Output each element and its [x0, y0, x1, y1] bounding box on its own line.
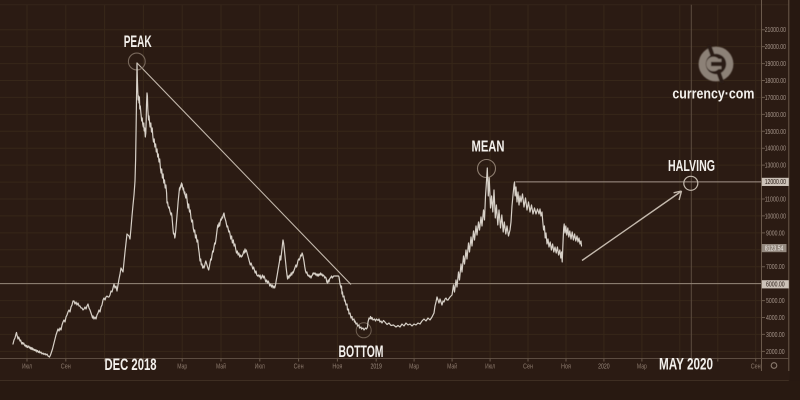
- svg-text:20000.00: 20000.00: [765, 42, 786, 51]
- svg-text:Май: Май: [447, 362, 457, 371]
- svg-text:7000.00: 7000.00: [766, 262, 785, 271]
- svg-text:PEAK: PEAK: [124, 32, 152, 51]
- svg-text:9000.00: 9000.00: [766, 228, 785, 237]
- svg-text:11000.00: 11000.00: [765, 195, 786, 204]
- svg-text:Ноя: Ноя: [332, 362, 342, 371]
- svg-text:Ноя: Ноя: [561, 362, 571, 371]
- svg-text:MEAN: MEAN: [472, 139, 505, 156]
- svg-text:5000.00: 5000.00: [766, 296, 785, 305]
- svg-text:13000.00: 13000.00: [765, 161, 786, 170]
- svg-text:BOTTOM: BOTTOM: [339, 342, 384, 361]
- svg-text:Июл: Июл: [255, 362, 265, 371]
- svg-text:2000.00: 2000.00: [766, 347, 785, 356]
- svg-text:HALVING: HALVING: [668, 158, 715, 175]
- svg-text:10000.00: 10000.00: [765, 211, 786, 220]
- svg-text:Мар: Мар: [177, 362, 187, 371]
- svg-text:8123.54: 8123.54: [765, 243, 784, 252]
- svg-text:21000.00: 21000.00: [765, 25, 786, 34]
- svg-text:17000.00: 17000.00: [765, 93, 786, 102]
- svg-text:4000.00: 4000.00: [766, 313, 785, 322]
- svg-text:2019: 2019: [370, 362, 382, 371]
- svg-text:2020: 2020: [598, 362, 610, 371]
- svg-text:Мар: Мар: [637, 362, 647, 371]
- svg-text:15000.00: 15000.00: [765, 127, 786, 136]
- svg-text:6000.00: 6000.00: [766, 280, 785, 289]
- svg-text:18000.00: 18000.00: [765, 76, 786, 85]
- svg-text:Сен: Сен: [61, 362, 71, 371]
- svg-text:MAY 2020: MAY 2020: [659, 355, 713, 374]
- svg-text:Сен: Сен: [523, 362, 533, 371]
- svg-text:12000.00: 12000.00: [765, 177, 786, 186]
- svg-text:currency·com: currency·com: [672, 87, 754, 103]
- svg-text:14000.00: 14000.00: [765, 144, 786, 153]
- svg-text:Июл: Июл: [22, 362, 32, 371]
- svg-text:19000.00: 19000.00: [765, 59, 786, 68]
- svg-text:Мар: Мар: [409, 362, 419, 371]
- svg-text:Июл: Июл: [485, 362, 495, 371]
- svg-text:Май: Май: [216, 362, 226, 371]
- svg-text:3000.00: 3000.00: [766, 330, 785, 339]
- svg-text:Сен: Сен: [294, 362, 304, 371]
- svg-text:Сен: Сен: [751, 362, 761, 371]
- svg-text:DEC 2018: DEC 2018: [105, 355, 157, 374]
- svg-text:16000.00: 16000.00: [765, 110, 786, 119]
